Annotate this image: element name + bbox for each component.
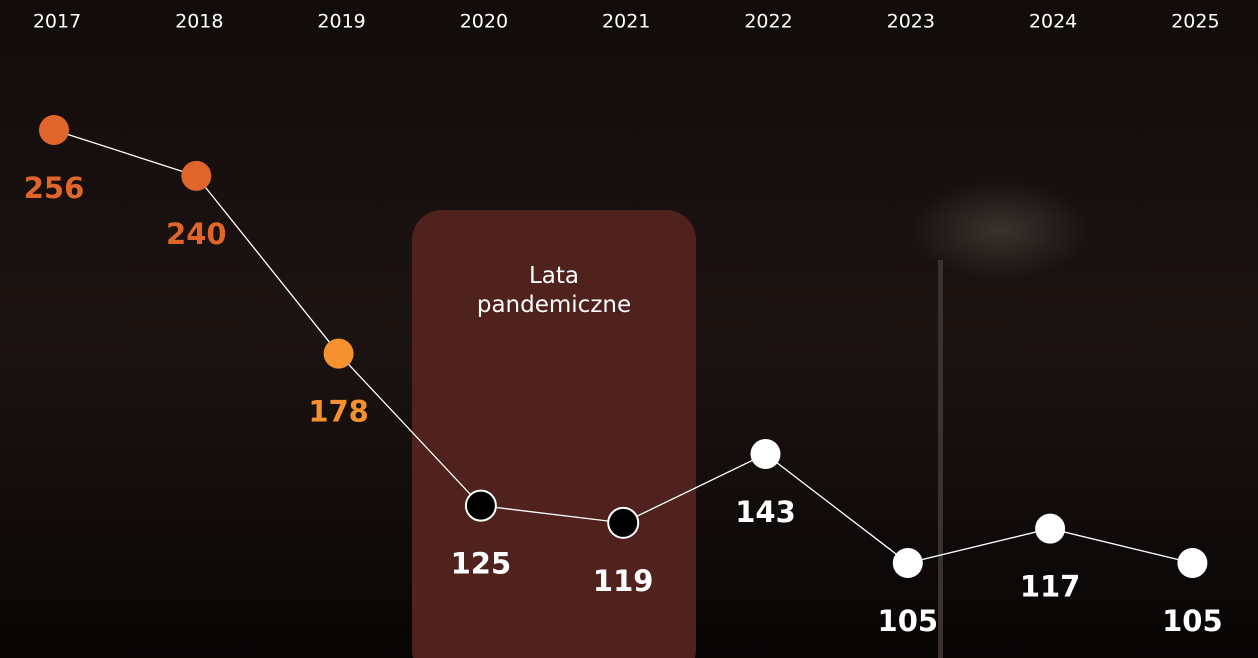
x-tick-label: 2022 xyxy=(744,11,792,33)
value-label: 105 xyxy=(878,604,939,638)
x-tick-label: 2018 xyxy=(175,11,223,33)
annotation: Lata pandemiczne xyxy=(476,263,632,318)
value-label: 125 xyxy=(451,547,512,581)
point xyxy=(323,338,354,369)
x-tick-label: 2021 xyxy=(602,11,650,33)
value-label: 105 xyxy=(1162,604,1223,638)
plot: 2017 256 2018 240 2019 178 2020 125 2021 119 2022 1… xyxy=(24,11,1223,639)
point xyxy=(181,160,212,191)
value-label: 119 xyxy=(593,564,654,598)
lamp-post xyxy=(938,260,943,658)
point xyxy=(892,548,923,578)
value-label: 178 xyxy=(308,395,369,429)
point xyxy=(1035,513,1066,544)
point xyxy=(1177,548,1208,578)
x-tick-label: 2024 xyxy=(1029,11,1077,33)
value-label: 117 xyxy=(1020,570,1081,604)
pandemic-box xyxy=(412,210,696,658)
lamp-glow xyxy=(910,180,1090,280)
x-tick-label: 2019 xyxy=(317,11,365,33)
point xyxy=(607,506,640,539)
point xyxy=(39,115,69,145)
x-tick-label: 2020 xyxy=(460,11,508,33)
point xyxy=(464,489,497,522)
x-tick-label: 2017 xyxy=(33,11,81,33)
x-tick-label: 2025 xyxy=(1171,11,1219,33)
value-label: 143 xyxy=(735,495,796,529)
point xyxy=(750,439,781,470)
value-label: 256 xyxy=(24,171,85,205)
value-label: 240 xyxy=(166,217,227,251)
x-tick-label: 2023 xyxy=(887,11,935,33)
